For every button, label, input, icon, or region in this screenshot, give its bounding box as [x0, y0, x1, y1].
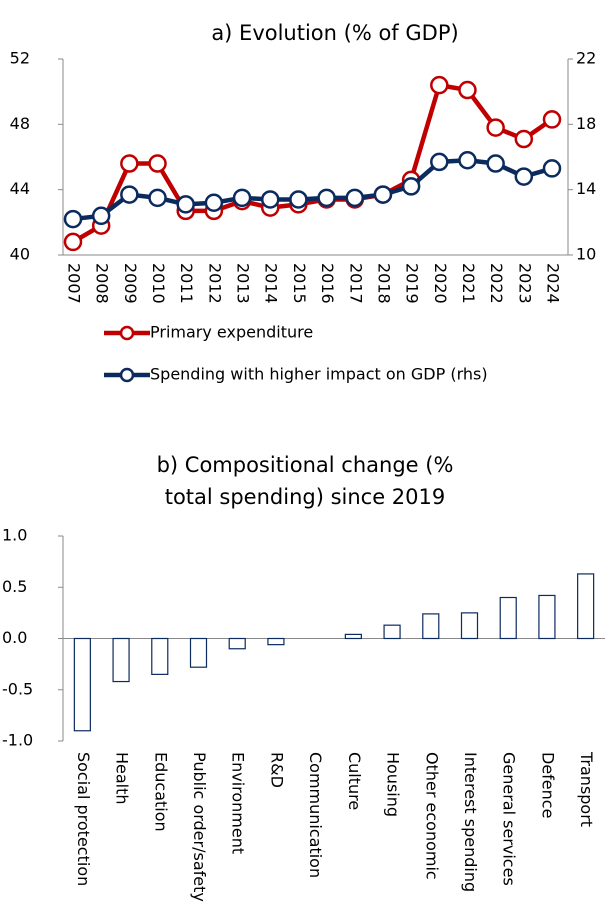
point [63, 232, 83, 252]
x-tick-label: Environment [229, 752, 248, 854]
bar [422, 613, 440, 640]
x-tick-label: Transport [577, 751, 596, 827]
point [260, 190, 280, 209]
x-tick-label: 2015 [290, 263, 309, 304]
point [204, 193, 224, 212]
x-tick-label: 2012 [205, 263, 224, 304]
x-tick-label: General services [500, 752, 519, 886]
bar [189, 637, 208, 668]
point [542, 159, 562, 178]
legend-label: Spending with higher impact on GDP (rhs) [150, 365, 488, 384]
point [514, 129, 534, 149]
point [317, 188, 336, 208]
point [148, 188, 167, 208]
point [63, 209, 83, 229]
bar [267, 637, 285, 646]
y-tick-label: 40 [10, 245, 30, 264]
x-tick-label: Defence [538, 752, 557, 818]
x-tick-label: 2022 [487, 263, 506, 304]
y-tick-label: 0.5 [2, 577, 27, 596]
y-tick-label: 0.0 [2, 628, 27, 647]
point [289, 190, 308, 209]
bar [460, 612, 479, 640]
x-tick-label: R&D [267, 752, 286, 788]
x-tick-label: Housing [384, 752, 403, 817]
legend-marker [119, 367, 135, 383]
bar [112, 637, 130, 683]
x-tick-label: Communication [306, 752, 325, 878]
point [458, 80, 477, 100]
point [430, 152, 449, 172]
point [148, 154, 167, 173]
x-tick-label: Education [151, 752, 170, 832]
x-tick-label: 2020 [431, 263, 450, 304]
x-tick-label: 2007 [65, 263, 84, 304]
point [458, 151, 477, 170]
point [514, 167, 534, 186]
y-tick-label: 52 [10, 49, 30, 68]
point [486, 118, 505, 137]
point [91, 206, 111, 226]
x-tick-label: 2019 [403, 263, 422, 304]
bar [538, 594, 556, 640]
x-tick-label: 2018 [374, 263, 393, 304]
legend-label: Primary expenditure [150, 323, 313, 342]
bar [344, 633, 362, 640]
x-tick-label: 2009 [121, 263, 140, 304]
bar [73, 637, 91, 732]
y2-tick-label: 14 [576, 179, 596, 198]
point [120, 185, 139, 204]
y-tick-label: 48 [10, 114, 30, 133]
x-tick-label: 2014 [262, 263, 281, 304]
x-tick-label: 2013 [234, 263, 253, 304]
y-tick-label: -0.5 [2, 679, 33, 698]
y2-tick-label: 22 [576, 49, 596, 68]
x-tick-label: 2024 [544, 263, 563, 304]
x-tick-label: Other economic [422, 752, 441, 880]
point [120, 154, 139, 173]
x-tick-label: Culture [345, 752, 364, 810]
x-tick-label: 2010 [149, 263, 168, 304]
point [232, 188, 252, 208]
point [345, 188, 365, 208]
bar [228, 637, 246, 650]
x-tick-label: 2016 [318, 263, 337, 304]
x-tick-label: Public order/safety [190, 752, 209, 902]
point [430, 75, 449, 95]
bar [383, 624, 401, 640]
x-tick-label: Social protection [74, 752, 93, 886]
point [401, 177, 421, 196]
y-tick-label: 1.0 [2, 526, 27, 545]
bar [499, 596, 517, 640]
chart-title: a) Evolution (% of GDP) [211, 21, 459, 45]
bar [151, 637, 169, 675]
point [176, 195, 195, 214]
y-tick-label: 44 [10, 179, 30, 198]
point [486, 154, 505, 173]
x-tick-label: 2017 [346, 263, 365, 304]
x-tick-label: 2021 [459, 263, 478, 304]
x-tick-label: 2011 [177, 263, 196, 304]
point [373, 185, 393, 204]
y-tick-label: -1.0 [2, 731, 33, 750]
bar [577, 573, 595, 640]
point [542, 110, 562, 129]
x-tick-label: 2023 [515, 263, 534, 304]
y2-tick-label: 10 [576, 245, 596, 264]
x-tick-label: Health [113, 752, 132, 805]
series-line [72, 158, 553, 222]
chart-title: b) Compositional change (% total spendin… [156, 453, 454, 509]
y2-tick-label: 18 [576, 114, 596, 133]
x-tick-label: Interest spending [461, 752, 480, 892]
x-tick-label: 2008 [93, 263, 112, 304]
legend-marker [119, 325, 135, 341]
